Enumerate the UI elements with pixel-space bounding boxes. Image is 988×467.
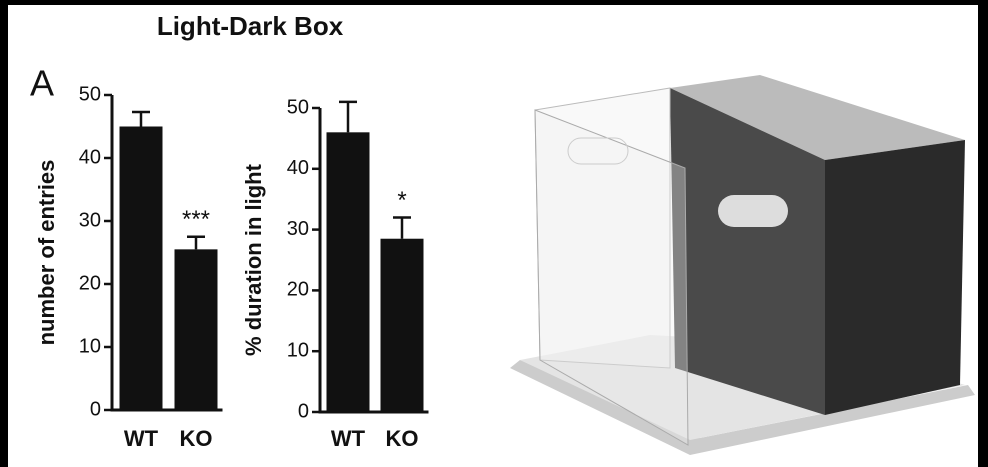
bar — [175, 249, 218, 410]
y-axis-label: number of entries — [34, 160, 59, 346]
bar — [120, 127, 163, 411]
y-tick-label: 0 — [90, 398, 101, 420]
y-tick-label: 20 — [287, 279, 309, 301]
significance-label: *** — [182, 206, 210, 233]
y-tick-label: 30 — [79, 209, 101, 231]
bar — [327, 132, 370, 412]
y-tick-label: 50 — [287, 96, 309, 118]
dark-box-side — [825, 140, 965, 415]
panel-label: A — [30, 63, 54, 104]
significance-label: * — [397, 187, 406, 214]
y-tick-label: 10 — [287, 339, 309, 361]
y-tick-label: 0 — [298, 400, 309, 422]
x-tick-label: KO — [180, 426, 213, 451]
figure-title: Light-Dark Box — [157, 11, 344, 41]
y-axis-label: % duration in light — [241, 163, 266, 356]
x-tick-label: WT — [124, 426, 159, 451]
figure: Light-Dark Box A 0 10 20 30 40 50 number of en… — [0, 0, 988, 467]
y-tick-label: 10 — [79, 335, 101, 357]
y-tick-label: 40 — [287, 157, 309, 179]
apparatus-photo — [510, 75, 975, 455]
bar — [381, 239, 424, 412]
door-hole — [718, 195, 788, 227]
x-tick-label: KO — [386, 426, 419, 451]
y-tick-label: 40 — [79, 146, 101, 168]
y-tick-label: 30 — [287, 218, 309, 240]
y-tick-label: 50 — [79, 83, 101, 105]
y-tick-label: 20 — [79, 272, 101, 294]
page: {"title": "Light-Dark Box", "panel_label… — [0, 0, 988, 467]
x-tick-label: WT — [331, 426, 366, 451]
